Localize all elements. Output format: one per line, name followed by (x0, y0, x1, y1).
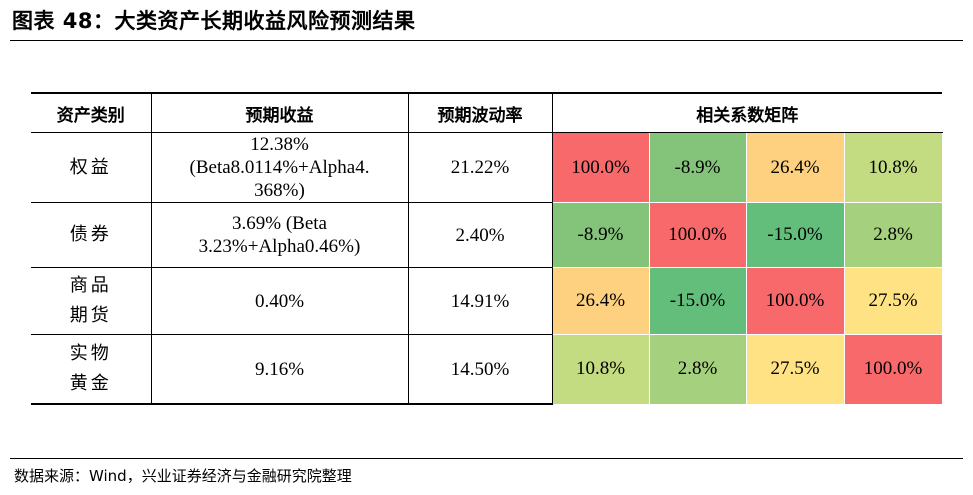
corr-cell: 100.0% (551, 132, 650, 203)
corr-cell: 27.5% (843, 267, 943, 335)
expected-return: 9.16% (150, 334, 409, 405)
header-expected-volatility: 预期波动率 (407, 92, 553, 133)
table-row: 权益 12.38% (Beta8.0114%+Alpha4. 368%) 21.22… (31, 132, 943, 203)
corr-cell: 100.0% (648, 202, 747, 268)
corr-cell: 10.8% (551, 334, 650, 405)
corr-cell: -15.0% (648, 267, 747, 335)
source-note: 数据来源：Wind，兴业证券经济与金融研究院整理 (14, 467, 352, 485)
asset-name: 商品 期货 (31, 267, 152, 335)
asset-name: 权益 (31, 132, 152, 203)
figure-title: 图表 48：大类资产长期收益风险预测结果 (12, 9, 416, 33)
asset-name: 实物 黄金 (31, 334, 152, 405)
expected-return: 12.38% (Beta8.0114%+Alpha4. 368%) (150, 132, 409, 203)
table-row: 债券 3.69% (Beta 3.23%+Alpha0.46%) 2.40% -8… (31, 202, 943, 268)
expected-volatility: 14.91% (407, 267, 553, 335)
corr-cell: 26.4% (745, 132, 845, 203)
corr-cell: 27.5% (745, 334, 845, 405)
table-row: 商品 期货 0.40% 14.91% 26.4% -15.0% 100.0% 27… (31, 267, 943, 335)
expected-volatility: 14.50% (407, 334, 553, 405)
corr-cell: -15.0% (745, 202, 845, 268)
header-expected-return: 预期收益 (150, 92, 409, 133)
corr-cell: 26.4% (551, 267, 650, 335)
corr-cell: 10.8% (843, 132, 943, 203)
risk-return-table: 资产类别 预期收益 预期波动率 相关系数矩阵 权益 12.38% (Beta8.0… (31, 92, 943, 405)
corr-cell: 100.0% (843, 334, 943, 405)
header-row: 资产类别 预期收益 预期波动率 相关系数矩阵 (31, 92, 942, 133)
corr-cell: -8.9% (551, 202, 650, 268)
header-correlation-matrix: 相关系数矩阵 (551, 92, 942, 133)
table-row: 实物 黄金 9.16% 14.50% 10.8% 2.8% 27.5% 100.0… (31, 334, 943, 405)
expected-return: 0.40% (150, 267, 409, 335)
corr-cell: 2.8% (648, 334, 747, 405)
source-divider (10, 458, 963, 459)
asset-name: 债券 (31, 202, 152, 268)
corr-cell: 100.0% (745, 267, 845, 335)
title-divider (10, 40, 963, 41)
expected-volatility: 21.22% (407, 132, 553, 203)
corr-cell: 2.8% (843, 202, 943, 268)
expected-return: 3.69% (Beta 3.23%+Alpha0.46%) (150, 202, 409, 268)
corr-cell: -8.9% (648, 132, 747, 203)
expected-volatility: 2.40% (407, 202, 553, 268)
header-asset-class: 资产类别 (31, 92, 152, 133)
